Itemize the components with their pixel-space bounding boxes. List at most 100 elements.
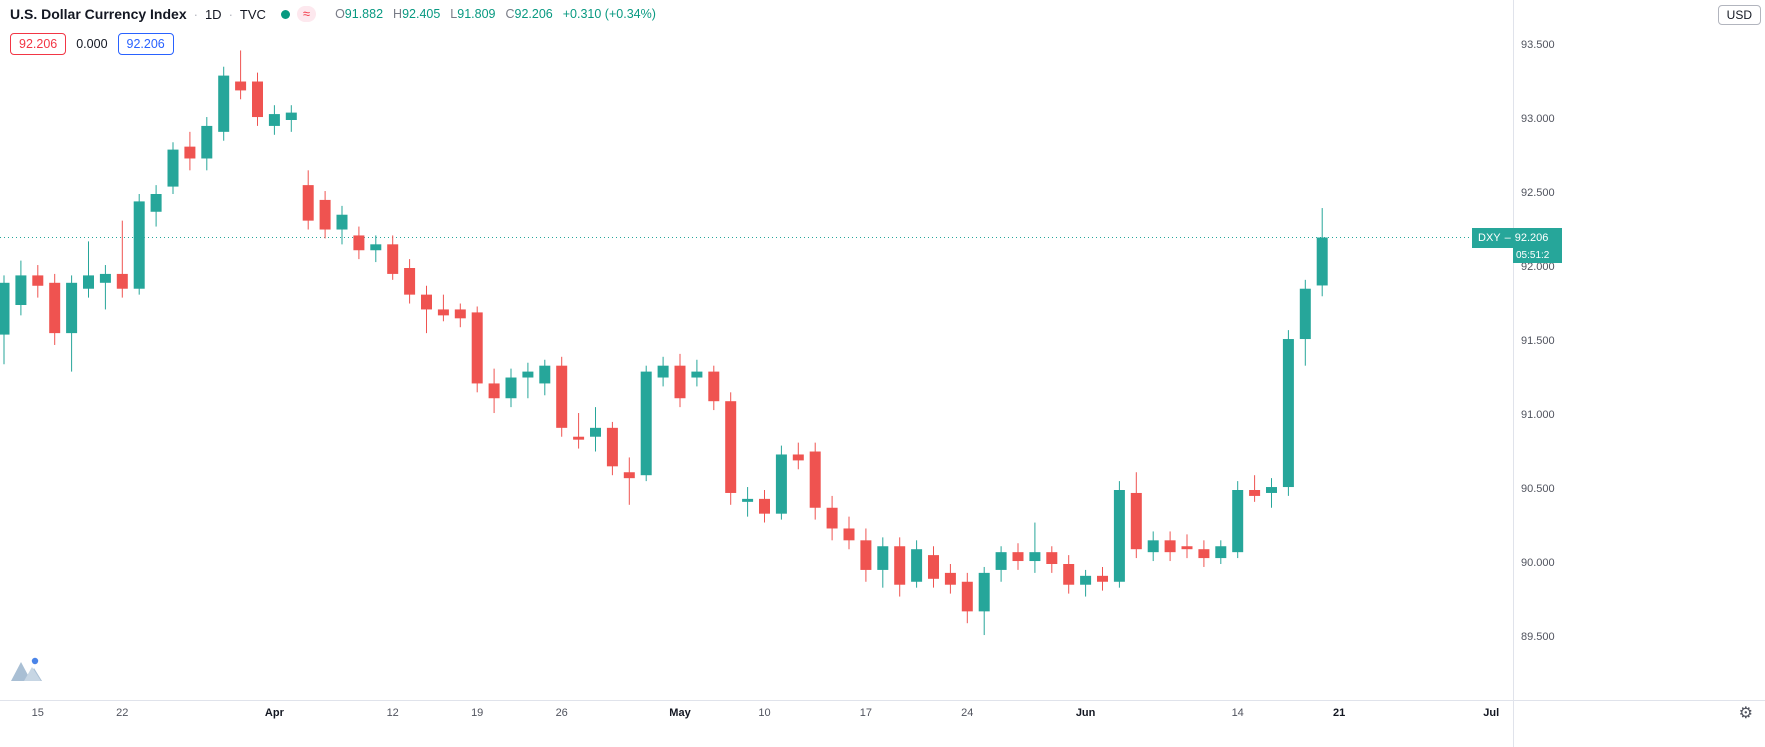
high-label: H [393,7,403,21]
candle[interactable] [573,413,585,449]
candle[interactable] [742,487,754,517]
candle[interactable] [116,220,128,298]
candle[interactable] [32,265,44,298]
candle[interactable] [488,368,500,414]
candle[interactable] [252,72,263,126]
candle[interactable] [319,191,331,239]
candle[interactable] [843,516,855,550]
candle[interactable] [759,490,770,523]
interval-label[interactable]: 1D [204,6,222,22]
currency-button[interactable]: USD [1717,5,1761,25]
candle[interactable] [1249,475,1261,502]
buy-price-badge[interactable]: 92.206 [117,33,174,55]
candle[interactable] [201,117,213,171]
candle[interactable] [1147,531,1159,562]
candle[interactable] [404,259,416,304]
candle[interactable] [995,546,1007,582]
candle[interactable] [336,205,348,245]
candle[interactable] [657,356,669,387]
time-axis-label: 14 [1231,707,1244,719]
candle[interactable] [302,170,314,230]
candle[interactable] [928,546,939,588]
candle[interactable] [235,50,247,100]
candle[interactable] [150,185,162,227]
candle[interactable] [83,241,94,298]
candle[interactable] [1130,472,1142,559]
candle[interactable] [1080,569,1092,597]
candle[interactable] [218,66,230,141]
candle[interactable] [1232,481,1244,559]
price-axis-separator [1513,0,1514,747]
candle[interactable] [590,407,601,452]
separator-dot: · [193,6,198,22]
candle[interactable] [1029,522,1041,573]
candle[interactable] [421,285,432,334]
candle[interactable] [15,260,27,316]
candle[interactable] [1215,540,1227,564]
candle[interactable] [66,275,78,372]
candle[interactable] [387,235,399,280]
candle[interactable] [539,359,551,396]
candle[interactable] [133,194,145,295]
candle[interactable] [860,528,872,582]
candle[interactable] [1316,208,1328,297]
tradingview-logo-icon[interactable] [10,654,44,689]
close-label: C [505,7,515,21]
candle[interactable] [556,356,568,437]
candle[interactable] [437,294,449,322]
approx-wave-icon[interactable]: ≈ [296,6,317,22]
ohlc-readout: O 91.882 H 92.405 L 91.809 C 92.206 +0.310 (… [335,7,656,21]
candle[interactable] [691,359,703,387]
candle[interactable] [826,495,838,541]
settings-gear-icon[interactable]: ⚙ [1738,705,1753,722]
candle[interactable] [944,564,956,594]
candle[interactable] [640,365,652,482]
candle[interactable] [961,572,973,624]
candle[interactable] [49,273,61,345]
candle[interactable] [505,368,517,408]
candle[interactable] [809,442,821,520]
candle[interactable] [708,365,720,411]
symbol-title[interactable]: U.S. Dollar Currency Index [10,6,187,22]
candle[interactable] [522,362,534,399]
candle[interactable] [978,566,990,636]
candle[interactable] [1164,531,1176,562]
candle[interactable] [674,353,686,408]
exchange-label[interactable]: TVC [239,6,266,22]
candle[interactable] [370,235,382,263]
candle[interactable] [0,275,10,365]
candle[interactable] [285,105,297,132]
candle[interactable] [894,537,906,597]
sell-price-badge[interactable]: 92.206 [10,33,67,55]
candle[interactable] [1299,279,1311,366]
candle[interactable] [1097,566,1108,591]
candle[interactable] [1266,478,1277,508]
candle[interactable] [471,306,483,393]
candle[interactable] [1046,546,1058,573]
candle[interactable] [454,303,466,328]
candle[interactable] [877,537,889,588]
candle[interactable] [353,226,365,260]
bar-countdown: 05:51:2 [1513,247,1562,263]
candle[interactable] [1181,534,1193,559]
candle[interactable] [1113,481,1125,588]
time-axis-label: Apr [264,707,284,719]
time-axis-separator [0,700,1765,701]
candle[interactable] [606,421,618,476]
candle[interactable] [99,265,111,310]
candle[interactable] [792,442,804,470]
candle[interactable] [184,131,196,171]
candle[interactable] [167,142,179,194]
candle[interactable] [268,105,280,135]
candle[interactable] [725,392,737,505]
candle[interactable] [1063,555,1075,594]
candle[interactable] [623,457,635,505]
candle[interactable] [1282,330,1294,496]
last-price-flag[interactable]: DXY – 92.206 [1472,227,1562,248]
candle[interactable] [1012,543,1024,570]
market-status-dot-icon[interactable] [280,9,290,19]
candle[interactable] [1198,540,1210,567]
candle[interactable] [775,445,787,520]
candle[interactable] [911,540,923,588]
